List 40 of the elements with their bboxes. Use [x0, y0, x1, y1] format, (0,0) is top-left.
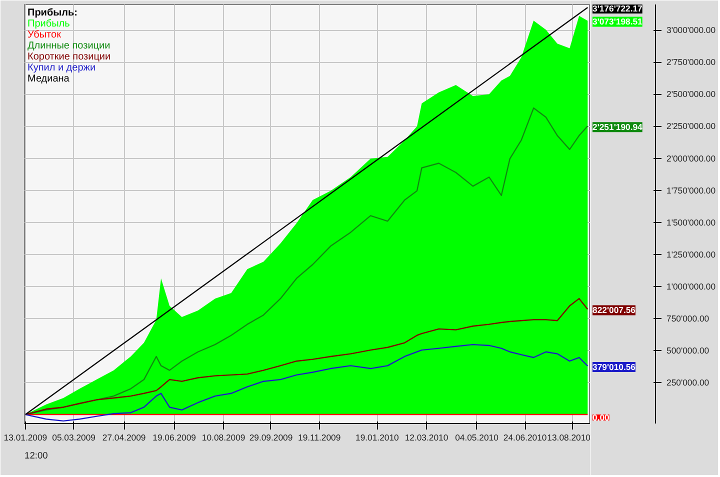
y-tick-label: 750'000.00	[666, 313, 710, 324]
line-series	[24, 298, 588, 416]
y-tick-label: 3'000'000.00	[666, 25, 716, 36]
x-tick-label: 04.05.2010	[455, 432, 499, 442]
data-label: 2'251'190.94	[592, 122, 643, 132]
y-tick-label: 1'500'000.00	[666, 217, 716, 228]
x-tick-label: 12.03.2010	[404, 432, 448, 442]
text: Прибыль	[28, 18, 70, 30]
x-tick-label: 13.08.2010	[547, 432, 591, 442]
x-tick-label: 10.08.2009	[202, 432, 246, 442]
data-label: 822'007.56	[592, 305, 636, 316]
text: Купил и держи	[28, 62, 96, 74]
line-series	[24, 344, 588, 422]
x-tick-label: 29.09.2009	[249, 432, 293, 442]
y-tick-label: 1'250'000.00	[666, 249, 716, 260]
data-label: 0.00	[592, 412, 610, 423]
data-label: 3'176'722.17	[592, 3, 643, 14]
x-tick-label: 19.11.2009	[298, 432, 341, 442]
y-tick-label: 2'500'000.00	[666, 89, 716, 100]
x-tick-label: 24.06.2010	[503, 432, 547, 442]
y-tick-label: 2'250'000.00	[666, 121, 716, 132]
y-tick-label: 2'000'000.00	[666, 153, 716, 164]
y-tick-label: 250'000.00	[666, 377, 710, 388]
x-tick-label: 19.06.2009	[152, 432, 196, 442]
x-tick-label: 27.04.2009	[102, 432, 146, 442]
x-tick-label: 05.03.2009	[52, 432, 96, 442]
data-label: 3'073'198.51	[592, 16, 643, 27]
y-tick-label: 2'750'000.00	[666, 57, 716, 68]
y-tick-label: 1'750'000.00	[666, 185, 716, 196]
y-tick-label: 1'000'000.00	[666, 281, 716, 292]
text: Медиана	[28, 74, 70, 84]
text: Короткие позиции	[28, 52, 111, 62]
x-tick-label: 13.01.2009	[4, 432, 48, 442]
data-label: 379'010.56	[592, 362, 636, 372]
text: 12:00	[24, 450, 48, 460]
x-tick-label: 19.01.2010	[356, 432, 400, 442]
y-tick-label: 500'000.00	[666, 345, 710, 356]
text: Убыток	[28, 30, 62, 40]
text: Длинные позиции	[28, 40, 110, 52]
legend-title: Прибыль:	[28, 8, 78, 18]
